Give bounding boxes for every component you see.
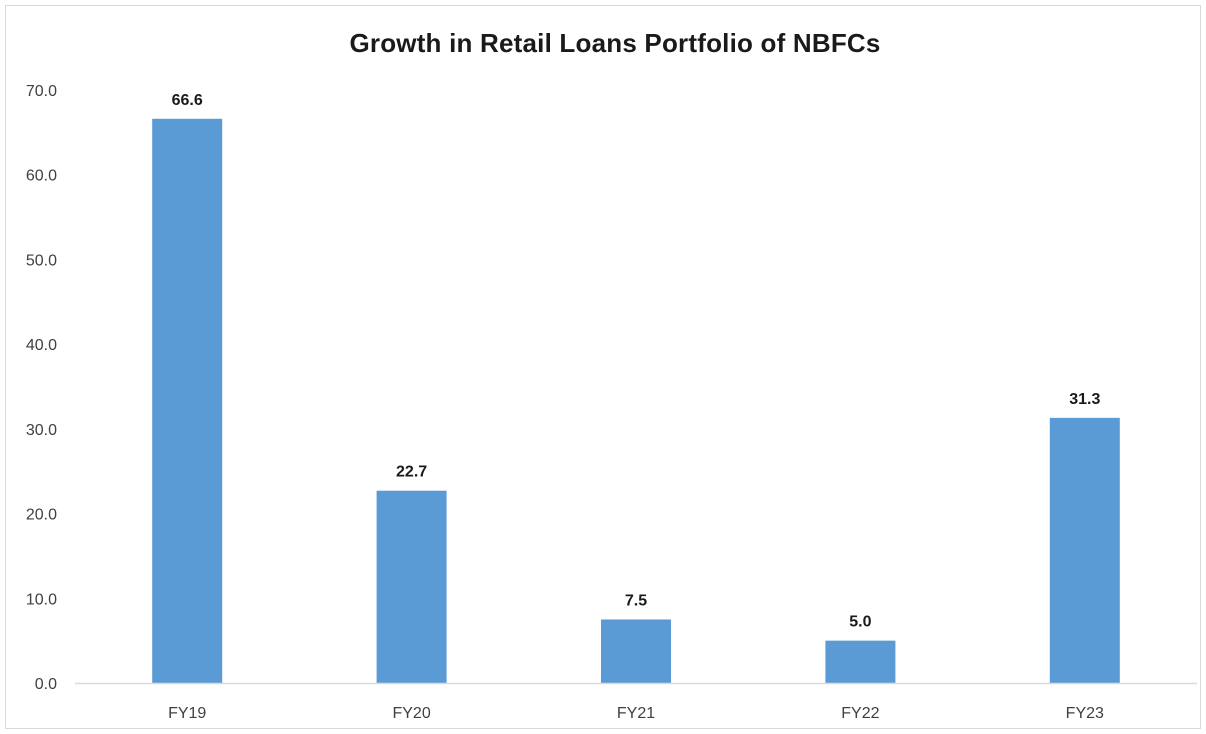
y-tick-label: 0.0: [35, 676, 57, 693]
data-label: 66.6: [172, 92, 203, 109]
y-tick-label: 70.0: [26, 83, 57, 100]
data-label: 22.7: [396, 464, 427, 481]
y-tick-label: 10.0: [26, 591, 57, 608]
y-tick-label: 40.0: [26, 337, 57, 354]
bar-series: 66.6 22.7 7.5 5.0 31.3: [152, 92, 1120, 683]
chart-title: Growth in Retail Loans Portfolio of NBFC…: [349, 28, 881, 58]
x-tick-label: FY23: [1066, 705, 1104, 722]
bar-fy19: [152, 118, 223, 683]
x-tick-label: FY20: [392, 705, 430, 722]
x-tick-label: FY21: [617, 705, 655, 722]
y-tick-label: 60.0: [26, 168, 57, 185]
data-label: 7.5: [625, 592, 647, 609]
bar-fy20: [376, 490, 447, 683]
y-tick-label: 50.0: [26, 252, 57, 269]
x-tick-label: FY19: [168, 705, 206, 722]
bar-fy22: [825, 640, 896, 683]
x-axis: FY19 FY20 FY21 FY22 FY23: [75, 682, 1197, 722]
bar-fy21: [601, 619, 671, 683]
data-label: 31.3: [1069, 391, 1100, 408]
y-tick-label: 20.0: [26, 507, 57, 524]
x-tick-label: FY22: [841, 705, 879, 722]
data-label: 5.0: [849, 614, 871, 631]
bar-fy23: [1049, 417, 1120, 683]
y-axis: 0.0 10.0 20.0 30.0 40.0 50.0 60.0 70.0: [26, 83, 57, 693]
y-tick-label: 30.0: [26, 422, 57, 439]
